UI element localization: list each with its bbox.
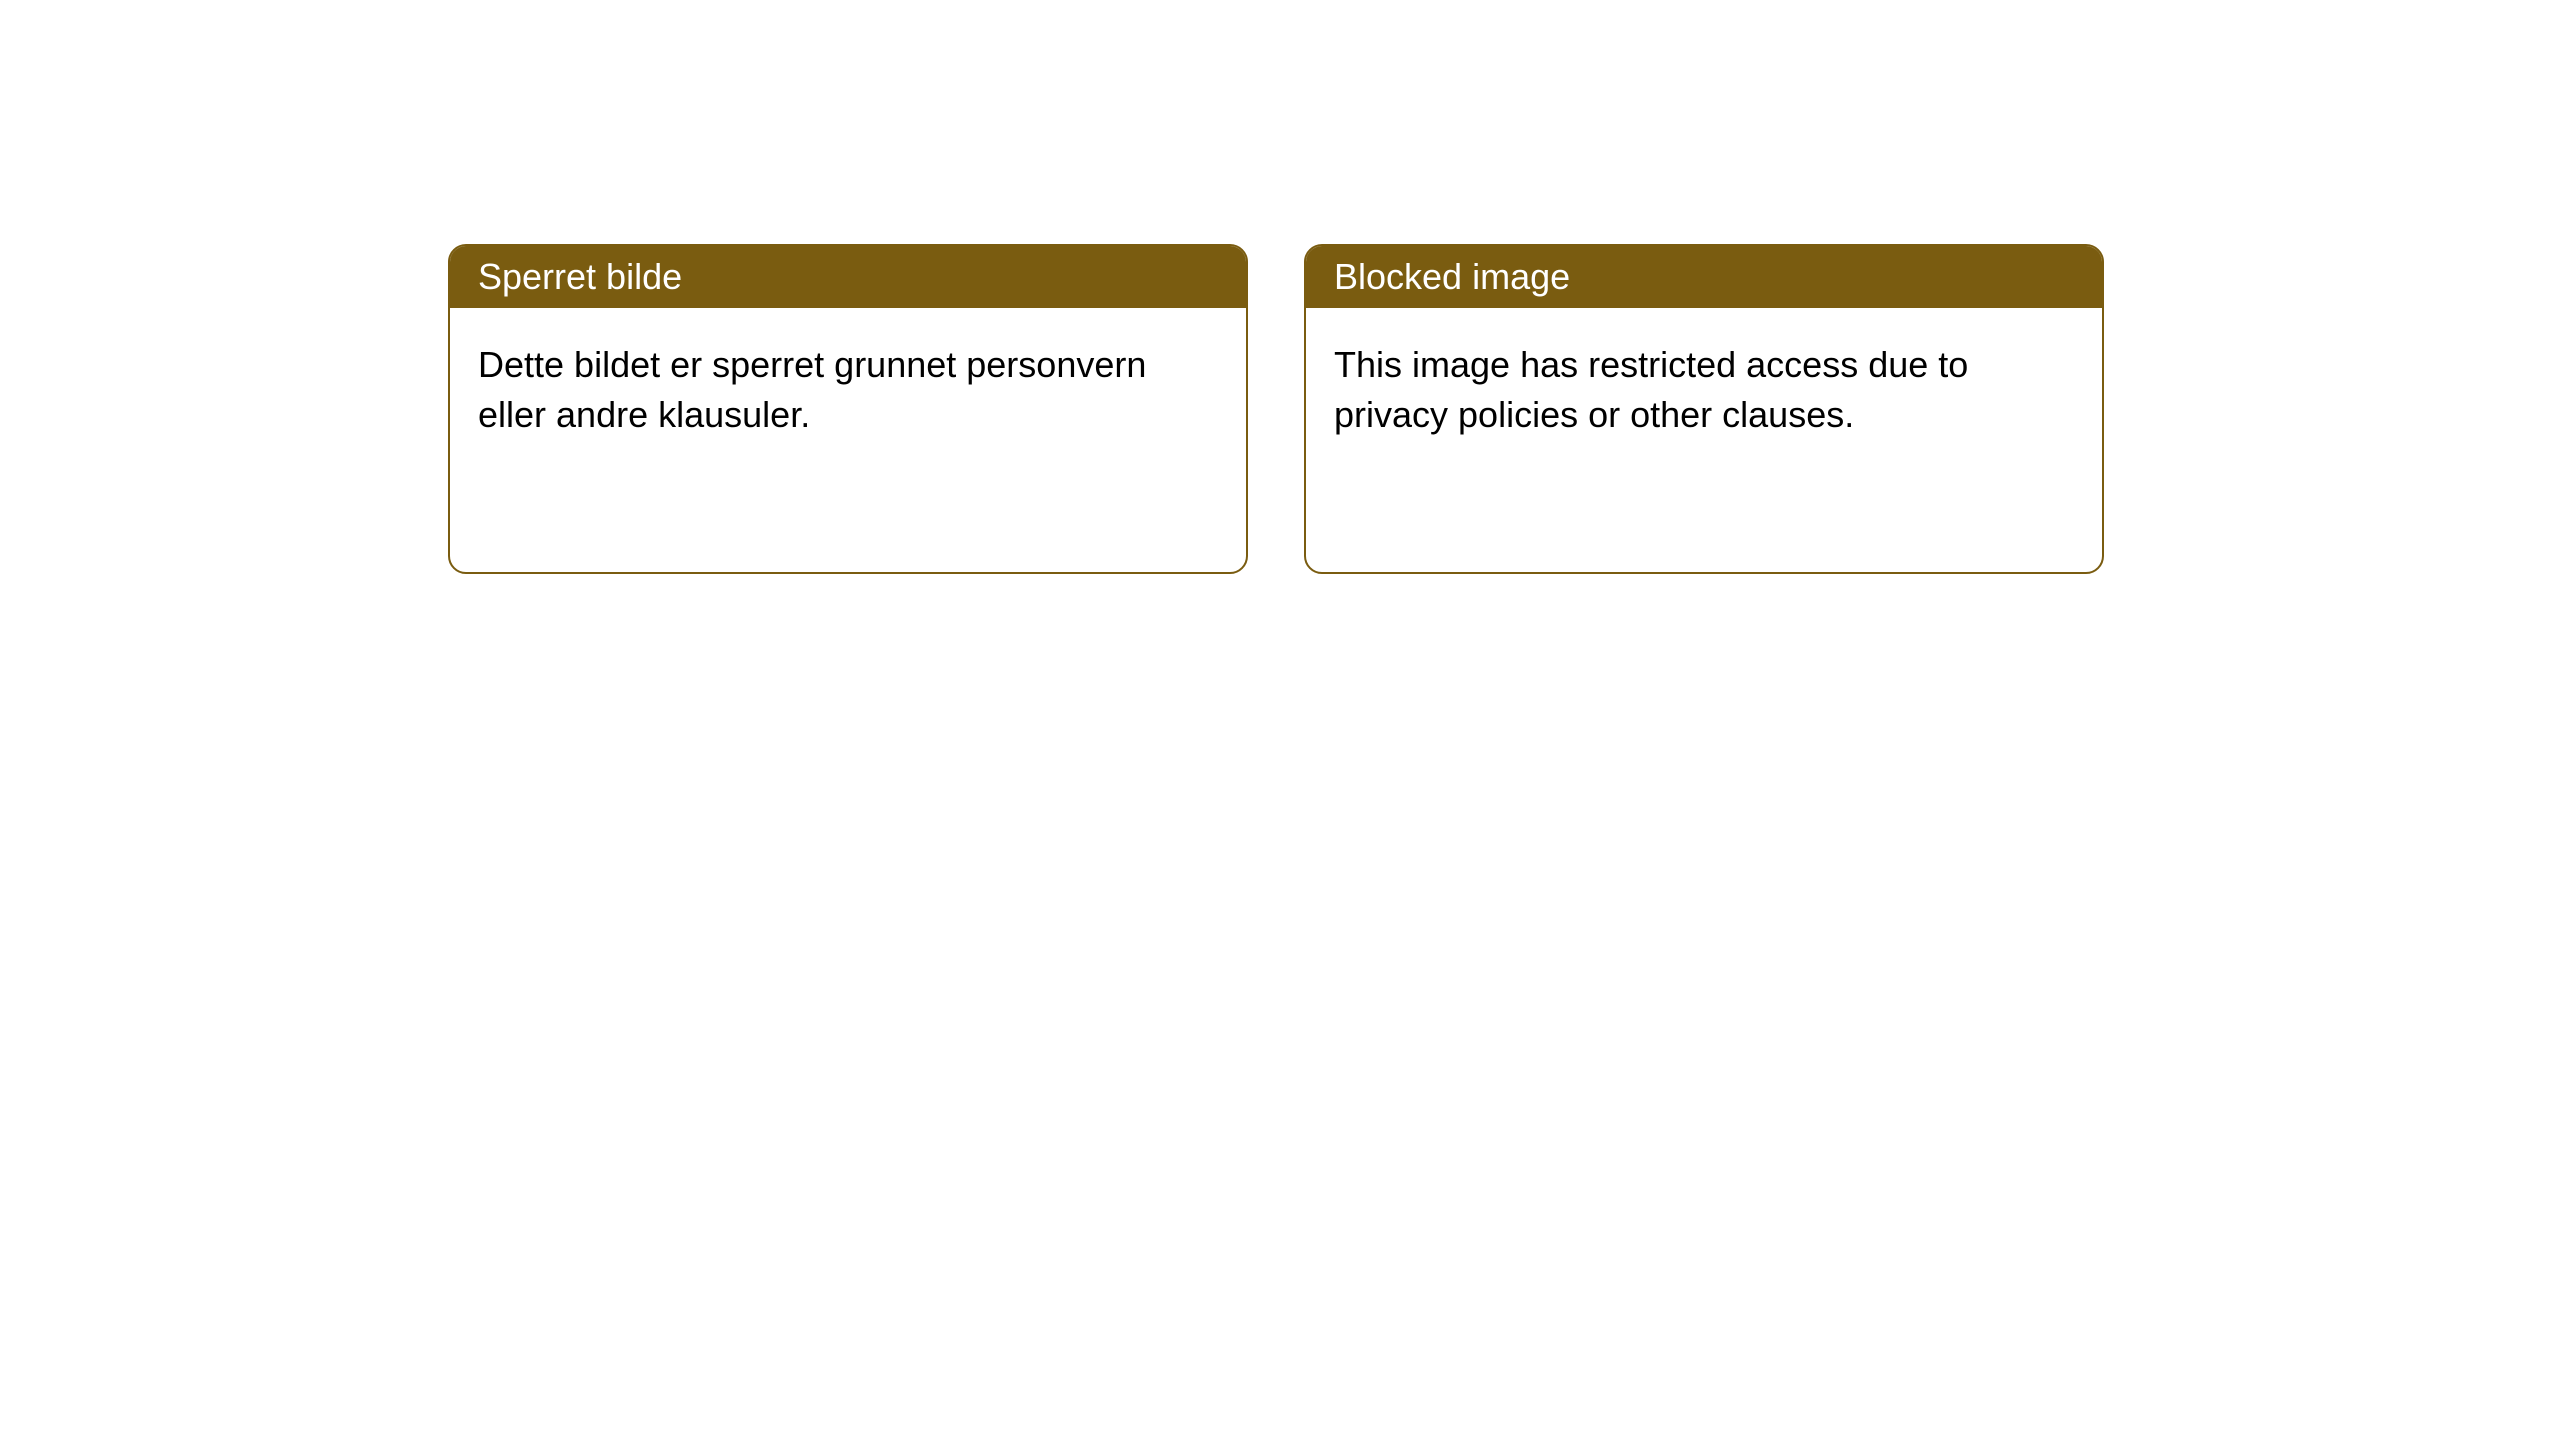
notice-card-english: Blocked image This image has restricted … bbox=[1304, 244, 2104, 574]
notice-header-norwegian: Sperret bilde bbox=[450, 246, 1246, 308]
notice-card-norwegian: Sperret bilde Dette bildet er sperret gr… bbox=[448, 244, 1248, 574]
notice-body-norwegian: Dette bildet er sperret grunnet personve… bbox=[450, 308, 1246, 473]
notice-body-english: This image has restricted access due to … bbox=[1306, 308, 2102, 473]
notice-header-english: Blocked image bbox=[1306, 246, 2102, 308]
notice-container: Sperret bilde Dette bildet er sperret gr… bbox=[448, 244, 2104, 574]
